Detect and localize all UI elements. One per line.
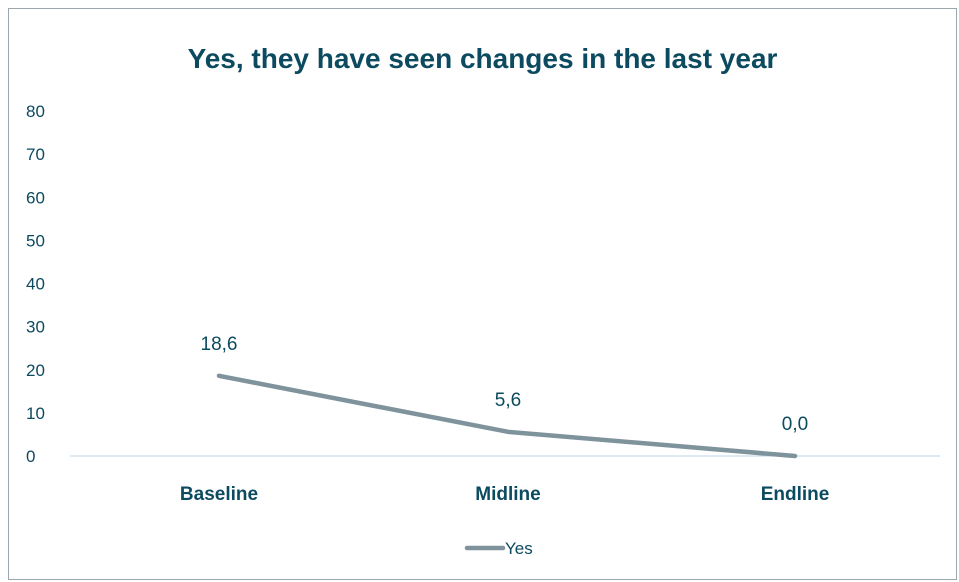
y-tick-label: 80 [26, 102, 45, 121]
data-label: 18,6 [201, 334, 238, 355]
series-group: 18,6 5,6 0,0 [201, 334, 808, 459]
x-category-label: Midline [475, 484, 540, 505]
chart-frame: Yes, they have seen changes in the last … [8, 8, 957, 580]
y-tick-label: 20 [26, 361, 45, 380]
x-axis-categories: Baseline Midline Endline [180, 484, 829, 505]
y-tick-label: 70 [26, 145, 45, 164]
y-tick-label: 60 [26, 188, 45, 207]
y-tick-label: 30 [26, 318, 45, 337]
x-category-label: Endline [761, 484, 830, 505]
legend: Yes [464, 539, 533, 558]
series-line-yes [216, 373, 798, 459]
data-label: 5,6 [495, 390, 521, 411]
y-tick-label: 0 [26, 447, 35, 466]
y-tick-label: 50 [26, 231, 45, 250]
data-label: 0,0 [782, 414, 808, 435]
y-tick-label: 40 [26, 275, 45, 294]
y-axis-ticks: 0 10 20 30 40 50 60 70 80 [26, 102, 45, 466]
legend-label: Yes [505, 539, 533, 558]
x-category-label: Baseline [180, 484, 258, 505]
chart-title: Yes, they have seen changes in the last … [187, 43, 778, 74]
y-tick-label: 10 [26, 404, 45, 423]
